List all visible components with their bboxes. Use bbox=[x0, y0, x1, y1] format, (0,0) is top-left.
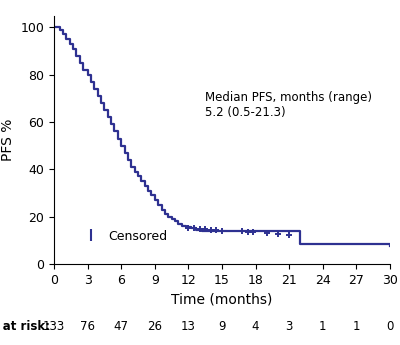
Text: 1: 1 bbox=[319, 319, 326, 333]
Text: Number at risk:: Number at risk: bbox=[0, 319, 50, 333]
Text: 4: 4 bbox=[252, 319, 259, 333]
Text: 76: 76 bbox=[80, 319, 95, 333]
Text: 26: 26 bbox=[147, 319, 162, 333]
Text: 3: 3 bbox=[286, 319, 293, 333]
Legend: Censored: Censored bbox=[74, 225, 173, 248]
Text: 0: 0 bbox=[386, 319, 394, 333]
Text: 47: 47 bbox=[114, 319, 129, 333]
Text: Median PFS, months (range)
5.2 (0.5-21.3): Median PFS, months (range) 5.2 (0.5-21.3… bbox=[205, 91, 372, 119]
Y-axis label: PFS %: PFS % bbox=[1, 119, 15, 161]
X-axis label: Time (months): Time (months) bbox=[171, 292, 273, 306]
Text: 13: 13 bbox=[181, 319, 196, 333]
Text: 9: 9 bbox=[218, 319, 226, 333]
Text: 1: 1 bbox=[353, 319, 360, 333]
Text: 133: 133 bbox=[43, 319, 65, 333]
